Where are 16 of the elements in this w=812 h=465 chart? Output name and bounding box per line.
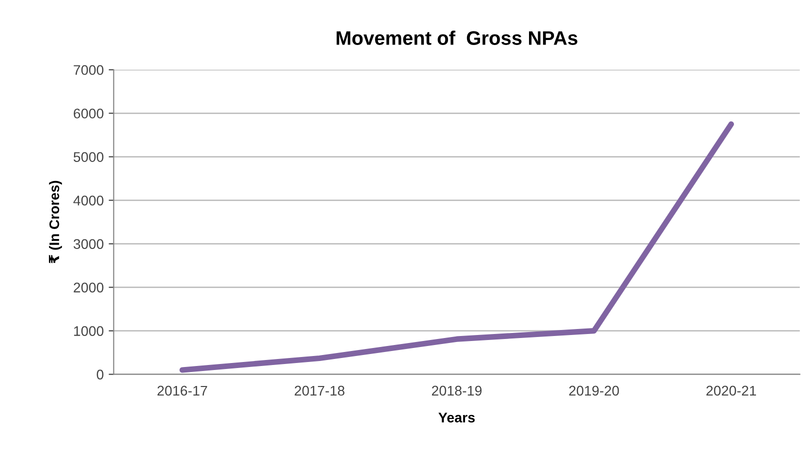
y-tick-label: 7000 bbox=[74, 65, 104, 75]
x-tick-label: 2019-20 bbox=[569, 386, 619, 396]
y-tick-label: 1000 bbox=[74, 326, 104, 336]
y-tick-label: 0 bbox=[96, 370, 104, 380]
x-tick-label: 2016-17 bbox=[158, 386, 208, 396]
x-axis-title: Years bbox=[438, 412, 475, 422]
y-tick-label: 4000 bbox=[73, 196, 104, 206]
y-axis-title: ₹ (In Crores) bbox=[48, 180, 62, 264]
x-tick-label: 2017-18 bbox=[294, 386, 344, 396]
y-tick-label: 6000 bbox=[74, 108, 104, 118]
x-tick-label: 2018-19 bbox=[432, 386, 482, 396]
y-tick-label: 5000 bbox=[74, 152, 104, 162]
y-tick-label: 2000 bbox=[74, 282, 104, 292]
y-tick-label: 3000 bbox=[74, 239, 104, 249]
chart-title: Movement of Gross NPAs bbox=[336, 30, 578, 45]
x-tick-label: 2020-21 bbox=[706, 386, 756, 396]
